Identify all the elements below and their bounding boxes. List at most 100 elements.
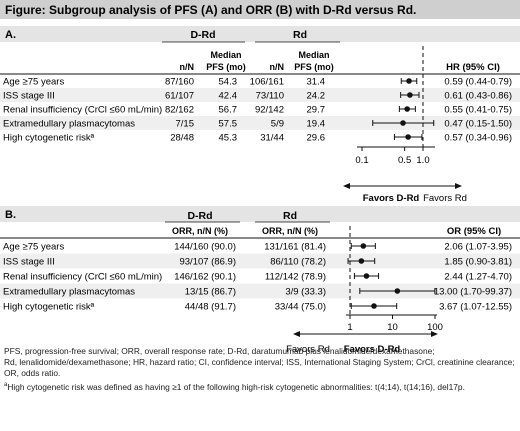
- x-tick-label: 1.0: [416, 155, 429, 166]
- drd-median-cell: 42.4: [219, 91, 238, 102]
- panel-b-header-bar: [0, 206, 520, 222]
- abbreviations-line-3: OR, odds ratio.: [4, 368, 61, 379]
- or-ci-value: 13.00 (1.70-99.37): [434, 287, 512, 298]
- drd-n-cell: 28/48: [170, 133, 194, 144]
- favors-rd-label-b: Favors Rd: [286, 344, 330, 355]
- or-point: [371, 303, 377, 309]
- panel-b-rd-header: Rd: [283, 210, 297, 222]
- x-tick-label: 0.1: [355, 155, 368, 166]
- x-tick-label: 1: [347, 322, 352, 333]
- or-point: [358, 258, 365, 264]
- footnote-marker: a: [4, 381, 8, 388]
- title-bar: [0, 0, 520, 19]
- panel-a-drd-header: D-Rd: [190, 29, 215, 41]
- subgroup-label: Extramedullary plasmacytomas: [3, 287, 135, 298]
- panel-b-axis: 1 10 100: [346, 226, 443, 333]
- drd-median-cell: 57.5: [219, 119, 238, 130]
- rd-median-cell: 19.4: [307, 119, 326, 130]
- or-point: [360, 243, 367, 249]
- panel-b-favors: Favors Rd Favors D-Rd: [286, 331, 438, 355]
- panel-b-rd-orr-header: ORR, n/N (%): [262, 226, 318, 236]
- subgroup-label: Extramedullary plasmacytomas: [3, 119, 135, 130]
- header-line-2: PFS (mo): [294, 62, 334, 72]
- subgroup-label: Age ≥75 years: [3, 242, 64, 253]
- subgroup-label: Renal insufficiency (CrCl ≤60 mL/min): [3, 105, 162, 116]
- panel-b-label: B.: [5, 209, 16, 221]
- favors-d-rd-arrowhead-b: [431, 331, 438, 337]
- panel-a-drd-n-header: n/N: [180, 62, 195, 72]
- rd-orr-cell: 33/44 (75.0): [275, 302, 326, 313]
- hr-point: [405, 134, 411, 140]
- table-row-band: [0, 88, 520, 102]
- rd-median-cell: 29.6: [307, 133, 326, 144]
- hr-point: [407, 92, 413, 98]
- panel-b: B. D-Rd Rd ORR, n/N (%) ORR, n/N (%) OR …: [0, 206, 520, 355]
- or-point: [363, 273, 370, 279]
- drd-median-cell: 45.3: [219, 133, 238, 144]
- drd-median-cell: 56.7: [219, 105, 238, 116]
- hr-point: [404, 106, 410, 112]
- rd-orr-cell: 86/110 (78.2): [270, 257, 326, 268]
- subgroup-label: ISS stage III: [3, 257, 55, 268]
- header-line-1: Median: [210, 50, 241, 60]
- footnote-text: High cytogenetic risk was defined as hav…: [7, 381, 465, 392]
- header-line-1: Median: [298, 50, 329, 60]
- panel-a-rd-median-header: Median PFS (mo): [294, 50, 334, 72]
- panel-b-drd-header: D-Rd: [187, 210, 212, 222]
- panel-a-label: A.: [5, 29, 16, 41]
- panel-a-axis: 0.1 0.5 1.0: [355, 46, 435, 166]
- panel-a-rd-n-header: n/N: [270, 62, 285, 72]
- drd-orr-cell: 146/162 (90.1): [174, 272, 236, 283]
- rd-median-cell: 24.2: [307, 91, 326, 102]
- footnotes: PFS, progression-free survival; ORR, ove…: [4, 346, 516, 393]
- drd-orr-cell: 144/160 (90.0): [174, 242, 236, 253]
- subgroup-label: ISS stage III: [3, 91, 55, 102]
- hr-ci-value: 0.59 (0.44-0.79): [444, 77, 512, 88]
- hr-ci-value: 0.55 (0.41-0.75): [444, 105, 512, 116]
- hr-point: [406, 78, 412, 84]
- or-ci-value: 2.06 (1.07-3.95): [444, 242, 512, 253]
- panel-a-hr-header: HR (95% CI): [446, 62, 500, 73]
- rd-orr-cell: 131/161 (81.4): [264, 242, 326, 253]
- panel-a-drd-median-header: Median PFS (mo): [206, 50, 246, 72]
- panel-a-rows: Age ≥75 years 87/160 54.3 106/161 31.4 0.59 (…: [0, 77, 520, 144]
- subgroup-label: Age ≥75 years: [3, 77, 64, 88]
- subgroup-label: High cytogenetic riskª: [3, 302, 95, 313]
- rd-n-cell: 106/161: [250, 77, 284, 88]
- hr-ci-value: 0.57 (0.34-0.96): [444, 133, 512, 144]
- hr-point: [400, 120, 406, 126]
- rd-n-cell: 31/44: [260, 133, 284, 144]
- favors-rd-label: Favors Rd: [423, 193, 467, 204]
- favors-d-rd-label-b: Favors D-Rd: [344, 344, 401, 355]
- x-tick-label: 100: [427, 322, 443, 333]
- rd-orr-cell: 112/142 (78.9): [265, 272, 326, 283]
- drd-orr-cell: 44/48 (91.7): [185, 302, 236, 313]
- header-line-2: PFS (mo): [206, 62, 246, 72]
- table-row-band: [0, 253, 520, 269]
- panel-b-rows: Age ≥75 years 144/160 (90.0) 131/161 (81.4…: [0, 242, 520, 313]
- favors-d-rd-arrowhead: [343, 183, 350, 189]
- drd-orr-cell: 93/107 (86.9): [179, 257, 236, 268]
- panel-b-or-header: OR (95% CI): [447, 226, 501, 237]
- favors-d-rd-label: Favors D-Rd: [363, 193, 420, 204]
- abbreviations-line-1: PFS, progression-free survival; ORR, ove…: [4, 346, 435, 356]
- table-row-band: [0, 116, 520, 130]
- drd-median-cell: 54.3: [219, 77, 238, 88]
- rd-median-cell: 29.7: [307, 105, 326, 116]
- panel-a-header-bar: [0, 26, 520, 42]
- subgroup-label: Renal insufficiency (CrCl ≤60 mL/min): [3, 272, 162, 283]
- figure-title: Figure: Subgroup analysis of PFS (A) and…: [5, 3, 416, 17]
- rd-median-cell: 31.4: [307, 77, 326, 88]
- subgroup-label: High cytogenetic riskª: [3, 133, 95, 144]
- drd-orr-cell: 13/15 (86.7): [185, 287, 236, 298]
- table-row-band: [0, 283, 520, 299]
- favors-rd-arrowhead: [455, 183, 462, 189]
- x-tick-label: 10: [387, 322, 398, 333]
- or-ci-value: 3.67 (1.07-12.55): [439, 302, 512, 313]
- high-risk-footnote: aHigh cytogenetic risk was defined as ha…: [4, 380, 516, 393]
- panel-a-rd-header: Rd: [293, 29, 307, 41]
- drd-n-cell: 7/15: [176, 119, 195, 130]
- abbreviations-line-2: Rd, lenalidomide/dexamethasone; HR, haza…: [4, 357, 515, 368]
- rd-n-cell: 5/9: [271, 119, 284, 130]
- favors-rd-arrowhead-b: [293, 331, 300, 337]
